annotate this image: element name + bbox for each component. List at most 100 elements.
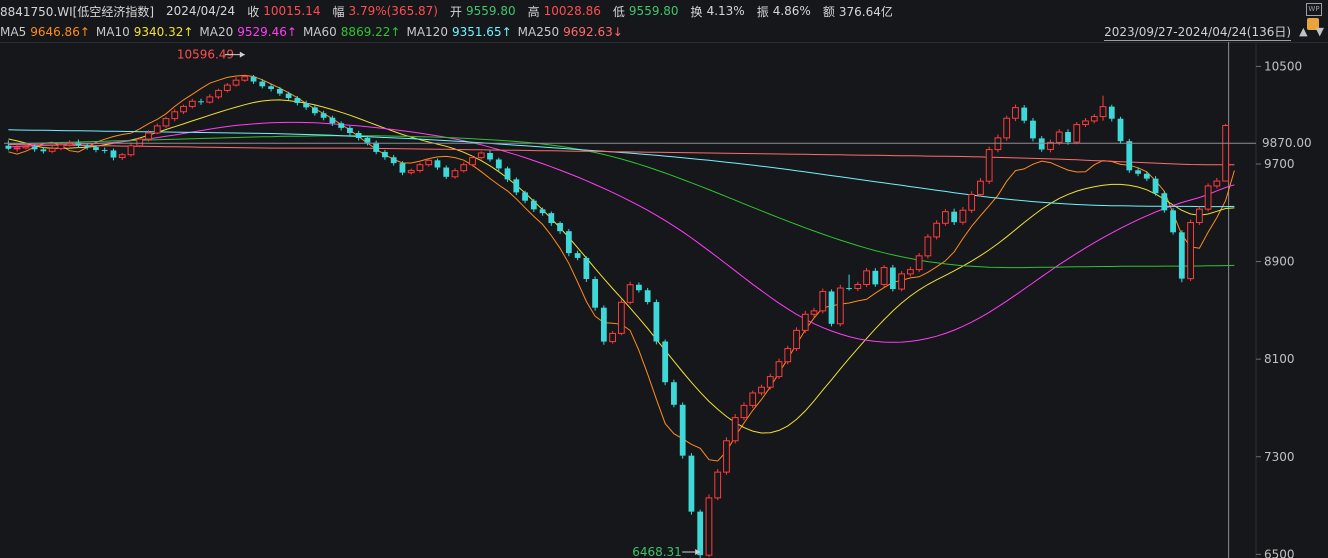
candle-body[interactable] [513, 179, 520, 193]
triangle-up-icon[interactable]: ▲ [1299, 25, 1308, 38]
candle-body[interactable] [1152, 178, 1159, 194]
candle-body[interactable] [626, 284, 634, 303]
candle-body[interactable] [731, 417, 739, 442]
candle-body[interactable] [294, 97, 301, 103]
candlestick-chart[interactable]: 10500 9700 8900 8100 7300 6500 9870.00 10596.49… [0, 42, 1328, 558]
candle-body[interactable] [522, 192, 528, 201]
candle-body[interactable] [793, 329, 800, 350]
candle-body[interactable] [1213, 180, 1221, 187]
candle-body[interactable] [355, 133, 362, 139]
candle-body[interactable] [338, 123, 345, 128]
candle-body[interactable] [206, 96, 214, 103]
candle-body[interactable] [548, 213, 555, 224]
candle-body[interactable] [1108, 106, 1115, 119]
candle-body[interactable] [1204, 185, 1212, 210]
candle-body[interactable] [57, 144, 65, 149]
candle-body[interactable] [1090, 116, 1098, 122]
candle-body[interactable] [259, 81, 266, 87]
candle-body[interactable] [889, 267, 896, 290]
candle-body[interactable] [872, 270, 879, 285]
candle-body[interactable] [1195, 208, 1203, 224]
candle-body[interactable] [697, 511, 704, 556]
candle-body[interactable] [425, 159, 433, 166]
candle-body[interactable] [84, 145, 91, 148]
candle-body[interactable] [1143, 173, 1150, 179]
candle-body[interactable] [127, 145, 135, 156]
candle-body[interactable] [898, 273, 905, 290]
candle-body[interactable] [592, 279, 598, 308]
candle-body[interactable] [460, 164, 468, 172]
candle-body[interactable] [1021, 107, 1028, 121]
candle-body[interactable] [775, 361, 783, 378]
candle-body[interactable] [1065, 132, 1071, 143]
candle-body[interactable] [749, 392, 757, 406]
candle-body[interactable] [985, 149, 993, 182]
candle-body[interactable] [1099, 106, 1107, 118]
candle-body[interactable] [688, 455, 695, 512]
candle-body[interactable] [153, 125, 161, 134]
candle-body[interactable] [5, 145, 12, 149]
candle-body[interactable] [836, 287, 844, 325]
candle-body[interactable] [758, 386, 765, 394]
candle-body[interactable] [1047, 141, 1054, 150]
candle-body[interactable] [390, 157, 397, 164]
candle-body[interactable] [854, 284, 862, 290]
candle-body[interactable] [819, 290, 827, 312]
candle-body[interactable] [329, 117, 336, 124]
candle-body[interactable] [644, 290, 651, 303]
candle-body[interactable] [539, 209, 546, 214]
candle-body[interactable] [373, 142, 380, 152]
lock-icon[interactable] [1307, 18, 1319, 30]
candle-body[interactable] [942, 211, 949, 224]
candle-body[interactable] [583, 257, 590, 280]
candle-body[interactable] [31, 146, 38, 150]
candle-body[interactable] [250, 76, 257, 82]
candle-body[interactable] [399, 163, 406, 173]
candle-body[interactable] [303, 102, 310, 108]
date-range-selector[interactable]: 2023/09/27-2024/04/24(136日) ▲ ▼ [1104, 22, 1328, 41]
ma-legend-name-ma60[interactable]: MA60 [302, 25, 337, 39]
index-code-name[interactable]: 8841750.WI[低空经济指数] [0, 4, 155, 19]
ma-legend-name-ma20[interactable]: MA20 [199, 25, 234, 39]
candle-body[interactable] [723, 440, 730, 473]
candle-body[interactable] [801, 313, 809, 331]
candle-body[interactable] [924, 236, 932, 257]
candle-body[interactable] [1135, 170, 1141, 174]
ma-legend-name-ma250[interactable]: MA250 [517, 25, 560, 39]
candle-body[interactable] [880, 267, 888, 285]
candle-body[interactable] [653, 302, 660, 342]
candle-body[interactable] [906, 269, 914, 275]
date-range-text[interactable]: 2023/09/27-2024/04/24(136日) [1104, 24, 1292, 41]
candle-body[interactable] [810, 310, 818, 315]
candle-body[interactable] [828, 291, 835, 324]
candle-body[interactable] [101, 149, 108, 151]
candle-body[interactable] [215, 89, 222, 98]
ma-legend-name-ma120[interactable]: MA120 [406, 25, 448, 39]
candle-body[interactable] [434, 160, 441, 168]
candle-body[interactable] [574, 253, 581, 258]
candle-body[interactable] [530, 200, 537, 210]
candle-body[interactable] [364, 138, 371, 143]
candle-body[interactable] [75, 142, 82, 146]
candle-body[interactable] [285, 93, 292, 98]
candle-body[interactable] [311, 107, 318, 114]
candle-body[interactable] [933, 222, 941, 238]
candle-body[interactable] [1012, 107, 1019, 119]
candle-body[interactable] [557, 223, 563, 232]
candle-body[interactable] [451, 170, 459, 178]
candle-body[interactable] [1170, 210, 1176, 233]
candle-body[interactable] [846, 288, 852, 290]
candle-body[interactable] [22, 146, 30, 149]
candle-body[interactable] [48, 147, 56, 152]
candle-body[interactable] [1126, 141, 1133, 171]
triangle-down-icon[interactable]: ▼ [1315, 25, 1324, 38]
candle-body[interactable] [241, 76, 249, 81]
candle-body[interactable] [320, 113, 327, 118]
candle-body[interactable] [968, 193, 976, 211]
candle-body[interactable] [1003, 117, 1011, 139]
candle-body[interactable] [977, 180, 984, 195]
candle-body[interactable] [416, 164, 424, 171]
candle-body[interactable] [118, 154, 126, 159]
candle-body[interactable] [1073, 124, 1081, 143]
candle-body[interactable] [766, 376, 774, 388]
